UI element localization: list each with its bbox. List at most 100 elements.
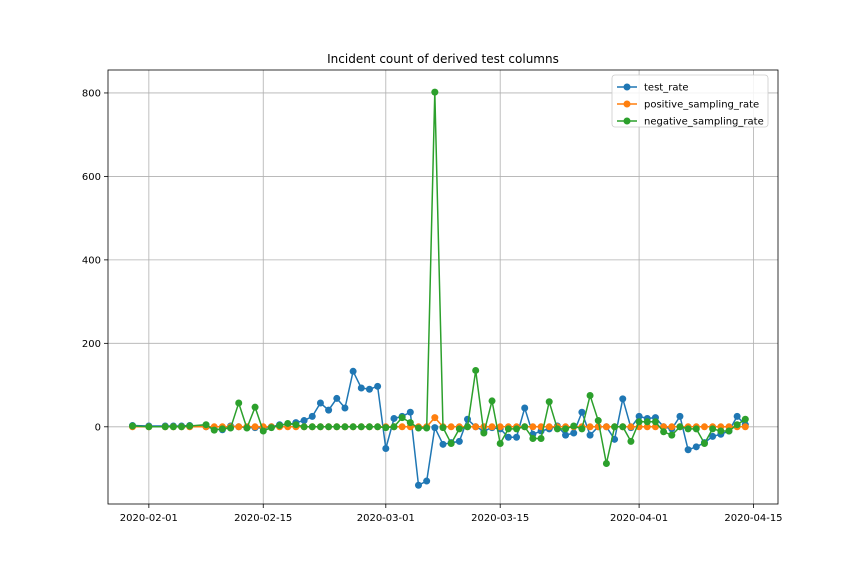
- plot-frame: [107, 69, 779, 505]
- data-point: [251, 403, 259, 411]
- data-point: [562, 425, 570, 433]
- data-point: [635, 412, 643, 420]
- data-point: [684, 425, 692, 433]
- data-point: [382, 444, 390, 452]
- data-point: [733, 412, 741, 420]
- data-point: [227, 424, 235, 432]
- data-point: [439, 440, 447, 448]
- data-point: [545, 398, 553, 406]
- legend-marker: [623, 100, 631, 108]
- data-point: [464, 423, 472, 431]
- x-tick-label: 2020-04-01: [610, 513, 668, 524]
- data-point: [365, 385, 373, 393]
- data-point: [431, 414, 439, 422]
- data-point: [562, 431, 570, 439]
- data-point: [357, 384, 365, 392]
- series-negative-sampling-rate: [129, 88, 749, 468]
- legend-label: negative_sampling_rate: [644, 117, 764, 128]
- data-point: [513, 425, 521, 433]
- axes: 2020-02-01 2020-02-15 2020-03-01 2020-03-15…: [82, 69, 783, 524]
- data-point: [308, 423, 316, 431]
- data-point: [374, 382, 382, 390]
- data-point: [480, 429, 488, 437]
- data-point: [700, 423, 708, 431]
- data-point: [316, 423, 324, 431]
- x-tick-label: 2020-02-01: [120, 513, 178, 524]
- data-point: [325, 423, 333, 431]
- data-point: [619, 395, 627, 403]
- data-point: [349, 367, 357, 375]
- data-point: [431, 88, 439, 96]
- data-point: [447, 423, 455, 431]
- data-point: [586, 423, 594, 431]
- data-point: [709, 425, 717, 433]
- data-point: [333, 423, 341, 431]
- chart-title: Incident count of derived test columns: [327, 52, 559, 66]
- y-tick-label: 200: [82, 339, 101, 350]
- data-point: [235, 399, 243, 407]
- data-point: [349, 423, 357, 431]
- data-point: [660, 428, 668, 436]
- data-point: [447, 439, 455, 447]
- x-tick-label: 2020-02-15: [234, 513, 292, 524]
- data-point: [684, 446, 692, 454]
- data-point: [643, 418, 651, 426]
- data-point: [325, 406, 333, 414]
- data-point: [692, 443, 700, 451]
- data-point: [398, 414, 406, 422]
- data-point: [202, 421, 210, 429]
- data-point: [725, 427, 733, 435]
- data-point: [382, 424, 390, 432]
- data-point: [513, 433, 521, 441]
- data-point: [627, 423, 635, 431]
- data-point: [594, 417, 602, 425]
- data-point: [741, 423, 749, 431]
- data-point: [521, 404, 529, 412]
- data-point: [676, 412, 684, 420]
- data-point: [423, 424, 431, 432]
- y-tick-label: 0: [95, 422, 101, 433]
- data-point: [529, 423, 537, 431]
- data-point: [129, 422, 137, 430]
- data-point: [627, 437, 635, 445]
- data-point: [709, 432, 717, 440]
- data-point: [496, 423, 504, 431]
- data-point: [341, 423, 349, 431]
- data-point: [210, 426, 218, 434]
- data-point: [300, 423, 308, 431]
- data-point: [472, 423, 480, 431]
- data-point: [570, 422, 578, 430]
- data-point: [316, 399, 324, 407]
- data-point: [488, 423, 496, 431]
- legend: test_rate positive_sampling_rate negative_…: [611, 74, 769, 128]
- data-point: [504, 433, 512, 441]
- data-point: [529, 434, 537, 442]
- data-point: [578, 408, 586, 416]
- data-point: [284, 419, 292, 427]
- data-point: [635, 418, 643, 426]
- data-point: [406, 419, 414, 427]
- data-point: [611, 423, 619, 431]
- x-tick-label: 2020-04-15: [724, 513, 782, 524]
- data-point: [218, 425, 226, 433]
- data-point: [537, 434, 545, 442]
- data-point: [668, 431, 676, 439]
- data-point: [390, 414, 398, 422]
- data-point: [235, 423, 243, 431]
- data-point: [545, 423, 553, 431]
- data-point: [700, 439, 708, 447]
- data-point: [692, 425, 700, 433]
- data-point: [276, 422, 284, 430]
- data-point: [504, 425, 512, 433]
- data-point: [341, 404, 349, 412]
- y-tick-label: 400: [82, 255, 101, 266]
- data-point: [570, 429, 578, 437]
- legend-marker: [623, 83, 631, 91]
- data-point: [553, 425, 561, 433]
- x-tick-label: 2020-03-15: [471, 513, 529, 524]
- data-point: [333, 394, 341, 402]
- data-point: [406, 408, 414, 416]
- data-point: [733, 421, 741, 429]
- data-point: [741, 415, 749, 423]
- data-point: [496, 439, 504, 447]
